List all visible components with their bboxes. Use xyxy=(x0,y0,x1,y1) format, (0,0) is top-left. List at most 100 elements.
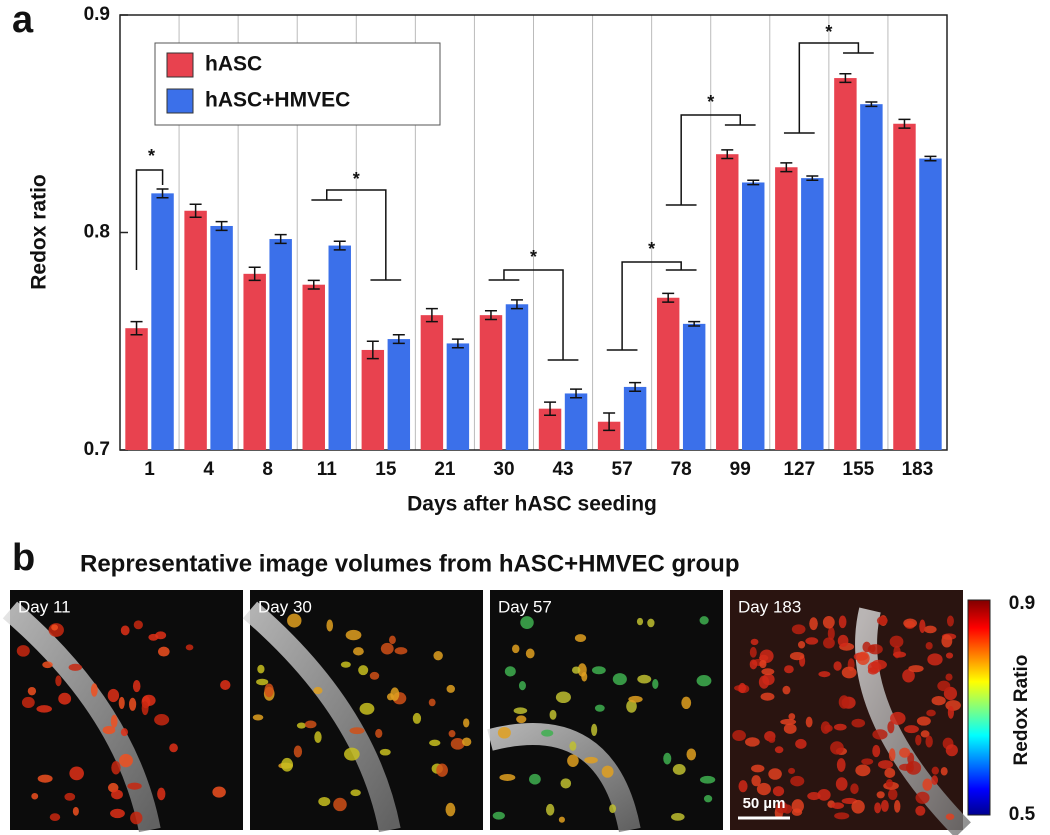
cell xyxy=(775,801,788,814)
error-bar xyxy=(839,72,852,84)
cell xyxy=(511,644,520,654)
cell xyxy=(908,665,924,673)
cell xyxy=(69,766,84,781)
cell xyxy=(110,808,125,819)
cell xyxy=(626,699,637,713)
bar xyxy=(834,78,857,450)
cell xyxy=(133,620,143,630)
y-tick-label: 0.9 xyxy=(84,4,110,25)
cell xyxy=(941,634,953,648)
bar xyxy=(919,158,942,451)
cell xyxy=(791,808,803,816)
error-bar xyxy=(248,266,261,282)
cell xyxy=(931,766,940,775)
cell xyxy=(318,796,331,807)
error-bar xyxy=(451,338,464,349)
cell xyxy=(915,791,930,804)
cell xyxy=(889,635,904,648)
cell xyxy=(185,644,194,651)
cell xyxy=(446,684,456,693)
bar xyxy=(184,210,207,450)
cell xyxy=(350,789,361,797)
cell xyxy=(462,737,472,747)
colorbar-label: Redox Ratio xyxy=(1011,655,1032,766)
error-bar xyxy=(924,155,937,162)
cell xyxy=(555,691,571,704)
cell xyxy=(876,791,885,799)
cell xyxy=(68,663,83,671)
cell xyxy=(111,761,121,775)
cell xyxy=(916,716,931,726)
cell xyxy=(925,642,933,650)
bar xyxy=(446,343,470,450)
significance-bracket xyxy=(311,189,402,281)
cell xyxy=(915,805,926,816)
cell xyxy=(926,709,936,717)
bar xyxy=(564,393,588,450)
cell xyxy=(749,659,758,670)
cell xyxy=(772,786,785,797)
cell xyxy=(358,665,369,676)
cell xyxy=(375,728,383,738)
significance-label: * xyxy=(530,247,537,267)
error-bar xyxy=(570,388,583,399)
bar xyxy=(243,273,266,450)
cell xyxy=(904,725,919,734)
cell xyxy=(871,659,887,670)
y-tick-label: 0.8 xyxy=(84,222,110,243)
colorbar-tick: 0.9 xyxy=(1009,593,1035,614)
cell xyxy=(314,731,322,743)
bar xyxy=(538,408,562,450)
cell xyxy=(833,723,847,731)
cell xyxy=(545,803,555,816)
cell xyxy=(759,659,767,669)
cell xyxy=(49,813,61,822)
cell xyxy=(141,701,149,716)
cell xyxy=(855,764,871,777)
bar xyxy=(269,239,292,450)
vessel xyxy=(855,607,971,835)
cell xyxy=(915,734,922,746)
bar xyxy=(210,225,233,450)
significance-bracket xyxy=(665,114,756,206)
cell xyxy=(760,692,775,701)
x-axis-title: Days after hASC seeding xyxy=(407,493,657,516)
cell xyxy=(892,651,907,658)
cell xyxy=(783,723,797,734)
x-tick-label: 4 xyxy=(203,459,214,480)
error-bar xyxy=(130,320,143,336)
cell xyxy=(591,723,598,737)
bar xyxy=(479,315,503,450)
error-bar xyxy=(156,188,169,199)
vessel xyxy=(242,601,401,833)
cell xyxy=(560,778,572,789)
x-tick-label: 99 xyxy=(730,459,751,480)
cell xyxy=(584,756,598,764)
bar xyxy=(387,339,411,450)
legend-label: hASC xyxy=(205,53,262,76)
cell xyxy=(872,729,888,740)
cell xyxy=(64,792,76,801)
cell xyxy=(703,794,713,803)
cell xyxy=(287,613,302,628)
cell xyxy=(169,743,178,753)
cell xyxy=(761,668,775,676)
cell xyxy=(304,720,317,729)
cell xyxy=(499,774,516,781)
images: Day 11 Day 30 Day 57 Day 183 50 µm xyxy=(2,590,971,835)
error-bar xyxy=(307,279,320,290)
cell xyxy=(838,695,850,709)
bar xyxy=(505,304,529,450)
cell xyxy=(738,682,746,694)
bar xyxy=(716,154,739,450)
error-bar xyxy=(780,162,793,173)
cell xyxy=(574,634,587,643)
cell xyxy=(567,754,579,768)
cell xyxy=(518,680,526,691)
cell xyxy=(931,696,946,706)
cell xyxy=(745,737,760,747)
image-label: Day 57 xyxy=(498,597,552,616)
cell xyxy=(130,811,143,825)
cell xyxy=(212,786,226,798)
